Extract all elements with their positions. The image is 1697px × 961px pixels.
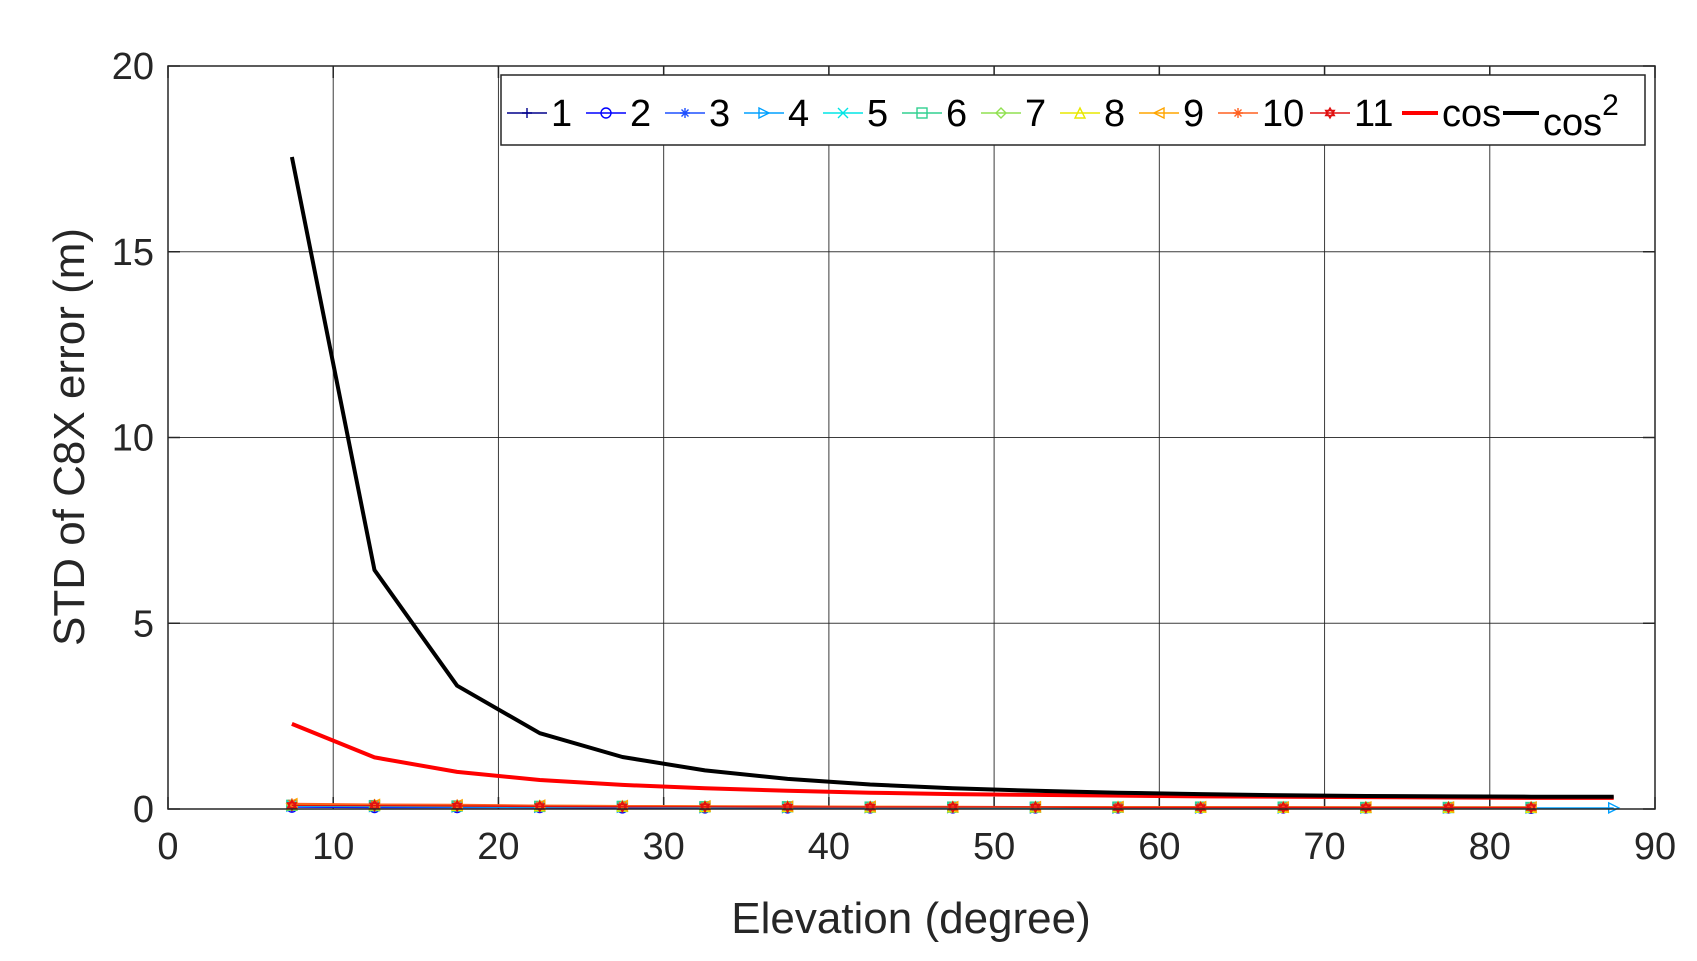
legend-label: 4 bbox=[788, 93, 809, 135]
y-axis-label: STD of C8X error (m) bbox=[45, 228, 94, 646]
legend-label: 7 bbox=[1025, 93, 1046, 135]
y-tick-label: 10 bbox=[112, 418, 154, 460]
data-point bbox=[782, 801, 793, 812]
x-tick-label: 50 bbox=[973, 826, 1015, 868]
x-tick-label: 10 bbox=[312, 826, 354, 868]
legend-marker bbox=[600, 107, 612, 119]
data-point bbox=[534, 800, 545, 811]
plot-frame bbox=[167, 65, 1656, 810]
series-line bbox=[289, 156, 1614, 799]
series-line bbox=[291, 804, 1532, 809]
legend-label: 9 bbox=[1183, 93, 1204, 135]
legend-marker bbox=[1233, 108, 1243, 118]
legend-label: 3 bbox=[709, 93, 730, 135]
legend-label: 6 bbox=[946, 93, 967, 135]
data-point bbox=[947, 801, 958, 812]
data-point bbox=[369, 799, 380, 810]
legend: 1 2 3 4 5 6 7 8 9 10 11 cos cos2 bbox=[500, 74, 1646, 146]
y-tick-label: 20 bbox=[112, 46, 154, 88]
data-point bbox=[286, 798, 298, 812]
legend-marker bbox=[1324, 106, 1336, 120]
legend-marker bbox=[680, 108, 690, 118]
x-tick-label: 40 bbox=[808, 826, 850, 868]
data-point bbox=[368, 799, 381, 813]
legend-label: 1 bbox=[551, 93, 572, 135]
legend-label: cos bbox=[1442, 93, 1501, 135]
x-tick-label: 60 bbox=[1138, 826, 1180, 868]
data-point bbox=[617, 800, 628, 811]
legend-label: 10 bbox=[1262, 93, 1304, 135]
x-axis-label: Elevation (degree) bbox=[731, 894, 1091, 943]
x-tick-label: 70 bbox=[1303, 826, 1345, 868]
x-tick-label: 30 bbox=[643, 826, 685, 868]
legend-marker bbox=[1073, 106, 1087, 119]
legend-label: 2 bbox=[630, 93, 651, 135]
legend-marker bbox=[758, 106, 771, 120]
legend-label: 5 bbox=[867, 93, 888, 135]
data-point bbox=[865, 801, 876, 812]
legend-label: 11 bbox=[1354, 93, 1393, 135]
y-tick-label: 15 bbox=[112, 232, 154, 274]
grid bbox=[168, 66, 1655, 809]
data-point bbox=[1278, 801, 1289, 812]
x-tick-label: 20 bbox=[477, 826, 519, 868]
x-tick-label: 90 bbox=[1634, 826, 1676, 868]
data-point bbox=[1195, 801, 1206, 812]
legend-marker bbox=[995, 107, 1007, 119]
data-point bbox=[452, 799, 463, 810]
legend-marker bbox=[837, 107, 849, 119]
x-tick-label: 0 bbox=[157, 826, 178, 868]
legend-label: 8 bbox=[1104, 93, 1125, 135]
legend-marker bbox=[1152, 106, 1165, 120]
data-point bbox=[699, 801, 710, 812]
legend-marker bbox=[522, 108, 532, 118]
legend-label-superscript: 2 bbox=[1602, 89, 1619, 122]
data-point bbox=[1113, 801, 1124, 812]
x-tick-label: 80 bbox=[1469, 826, 1511, 868]
legend-marker bbox=[916, 107, 928, 119]
y-tick-label: 5 bbox=[133, 603, 154, 645]
data-point bbox=[1607, 801, 1621, 815]
y-tick-label: 0 bbox=[133, 789, 154, 831]
series-cos-2 bbox=[289, 156, 1614, 799]
legend-box bbox=[500, 74, 1646, 146]
